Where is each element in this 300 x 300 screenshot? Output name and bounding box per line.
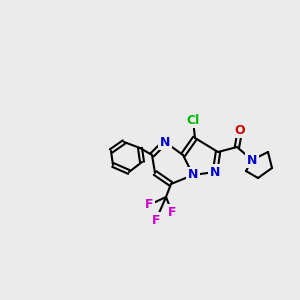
- Text: O: O: [235, 124, 245, 136]
- Text: N: N: [210, 166, 220, 178]
- Text: N: N: [160, 136, 170, 148]
- Text: F: F: [168, 206, 176, 218]
- Text: N: N: [188, 169, 198, 182]
- Text: F: F: [145, 199, 153, 212]
- Text: N: N: [247, 154, 257, 166]
- Text: F: F: [152, 214, 160, 226]
- Text: Cl: Cl: [186, 113, 200, 127]
